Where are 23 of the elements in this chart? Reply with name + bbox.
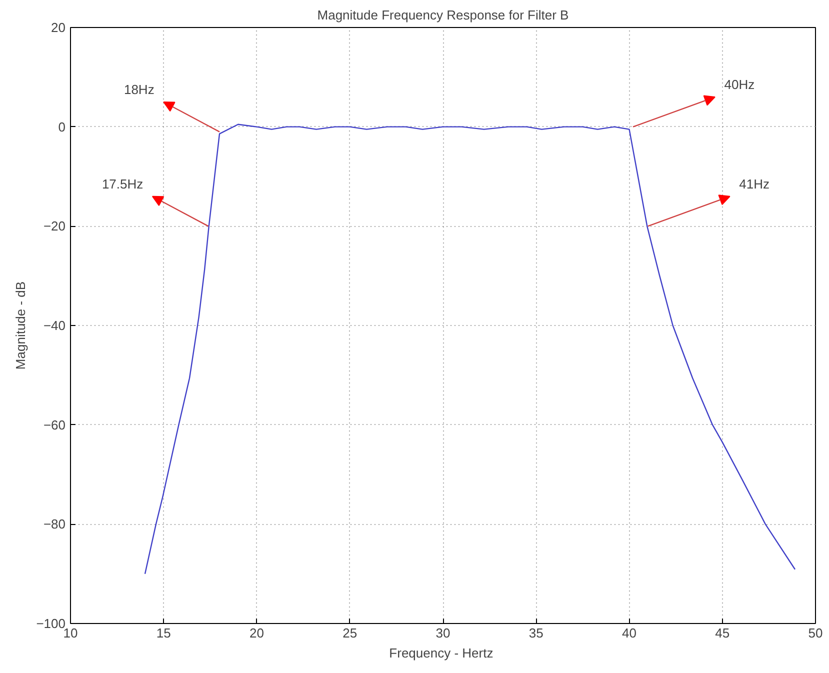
y-tick-label: −40: [43, 318, 66, 333]
y-axis-title: Magnitude - dB: [13, 281, 28, 370]
x-tick-label: 45: [715, 626, 730, 640]
y-tick-label: −60: [43, 417, 66, 432]
x-tick-label: 15: [156, 626, 171, 640]
x-tick-label: 25: [342, 626, 358, 640]
x-tick-label: 35: [528, 626, 544, 640]
y-tick-label: −80: [43, 516, 66, 532]
y-tick-label: −100: [36, 616, 66, 631]
y-tick-label: 20: [51, 20, 66, 35]
chart-title: Magnitude Frequency Response for Filter B: [317, 8, 569, 22]
annotation: 41Hz: [739, 176, 770, 192]
annotation: 18Hz: [124, 82, 154, 98]
x-tick-label: 20: [250, 626, 264, 640]
line-series: [144, 124, 796, 574]
annotation: 17.5Hz: [102, 176, 144, 192]
annotation: 40Hz: [724, 77, 755, 92]
y-tick-label: −20: [43, 218, 66, 234]
y-tick-label: 0: [58, 119, 66, 134]
x-tick-label: 30: [436, 626, 450, 640]
x-axis-title: Frequency - Hertz: [389, 646, 494, 660]
x-tick-label: 40: [622, 626, 636, 640]
x-tick-label: 50: [808, 626, 823, 640]
